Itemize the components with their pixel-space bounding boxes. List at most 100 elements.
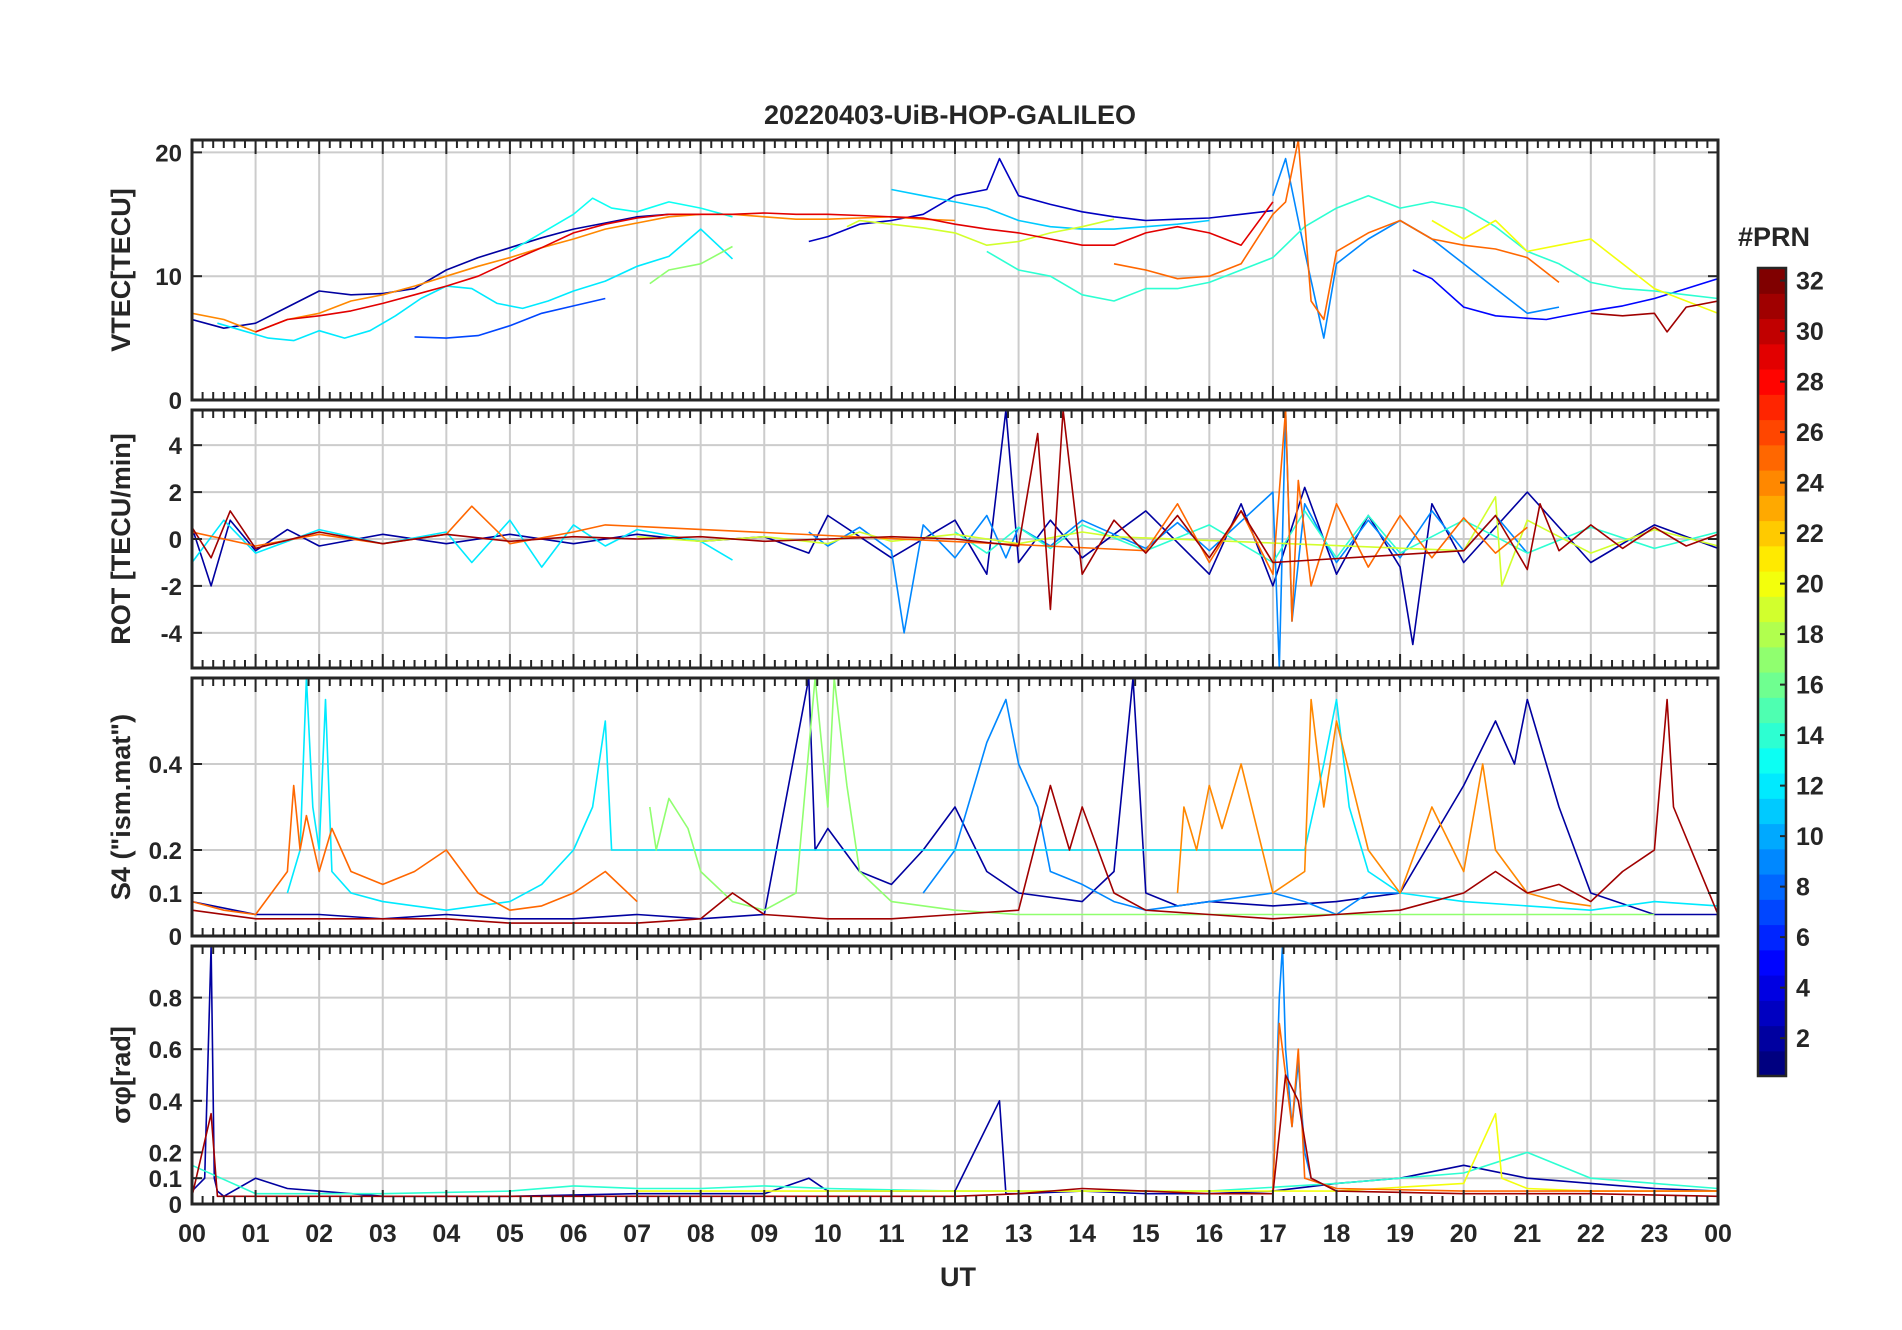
x-tick-label: 02 <box>305 1220 333 1248</box>
series-prn-12 <box>217 228 734 342</box>
y-tick-label: 0.6 <box>149 1037 182 1064</box>
series-prn-25 <box>192 784 638 916</box>
panel-2: -4 -2 0 2 4 ROT [TECU/min] <box>106 408 1720 670</box>
series-prn-14 <box>954 510 1718 564</box>
x-tick-label: 03 <box>369 1220 397 1248</box>
colorbar-segment <box>1758 697 1786 724</box>
series-prn-31 <box>192 410 1718 611</box>
colorbar-tick-label: 16 <box>1796 672 1824 700</box>
series-prn-13 <box>509 197 733 253</box>
x-tick-label: 10 <box>814 1220 842 1248</box>
y-tick-label: 0.2 <box>149 1140 182 1167</box>
panel-frame <box>190 676 1720 938</box>
x-tick-label: 19 <box>1386 1220 1414 1248</box>
colorbar-segment <box>1758 899 1786 926</box>
colorbar-segment <box>1758 1050 1786 1077</box>
colorbar-segment <box>1758 646 1786 673</box>
y-tick-label: 20 <box>155 140 182 167</box>
series-prn-20 <box>1431 219 1718 315</box>
colorbar-tick-label: 32 <box>1796 268 1824 296</box>
y-tick-label: 4 <box>169 433 183 460</box>
panel-4: 00.10.2 0.4 0.6 0.8 σφ[rad] <box>106 944 1720 1219</box>
series-prn-25 <box>1113 140 1560 321</box>
colorbar-segment <box>1758 949 1786 976</box>
colorbar-tick-label: 26 <box>1796 419 1824 447</box>
panel-frame <box>190 944 1720 1206</box>
y-tick-label: 0 <box>169 388 182 415</box>
series-group <box>192 140 1718 342</box>
colorbar-segment <box>1758 444 1786 471</box>
panel-frame <box>190 408 1720 670</box>
y-tick-label: 0.1 <box>149 1166 182 1193</box>
x-axis-label: UT <box>940 1262 976 1292</box>
series-prn-31 <box>1590 300 1718 333</box>
colorbar-segment <box>1758 394 1786 421</box>
colorbar-tick-label: 12 <box>1796 773 1824 801</box>
x-tick-label: 14 <box>1068 1220 1096 1248</box>
x-tick-label: 01 <box>242 1220 270 1248</box>
colorbar-tick-label: 4 <box>1796 975 1810 1003</box>
series-prn-2 <box>192 410 1718 646</box>
y-tick-label: 0.2 <box>149 838 182 865</box>
panel-frame <box>190 138 1720 402</box>
chart-title: 20220403-UiB-HOP-GALILEO <box>764 100 1136 130</box>
colorbar-segment <box>1758 293 1786 320</box>
panel-3: 0 0.1 0.2 0.4 S4 ("ism.mat") <box>106 676 1720 951</box>
x-tick-label: 21 <box>1513 1220 1541 1248</box>
y-tick-label: 0.8 <box>149 986 182 1013</box>
series-prn-7 <box>414 297 606 339</box>
y-tick-label: 0 <box>169 1192 182 1219</box>
x-tick-label: 11 <box>878 1220 905 1248</box>
series-prn-17 <box>649 245 733 285</box>
series-prn-19 <box>846 218 1115 246</box>
y-axis-label: σφ[rad] <box>106 1026 136 1124</box>
y-tick-label: 10 <box>155 264 182 291</box>
x-tick-label: 20 <box>1450 1220 1478 1248</box>
x-tick-label: 07 <box>623 1220 651 1248</box>
x-tick-label: 09 <box>750 1220 778 1248</box>
series-prn-2 <box>192 678 1718 920</box>
colorbar-segment <box>1758 798 1786 825</box>
series-prn-14 <box>986 194 1718 302</box>
y-tick-label: 0 <box>169 924 182 951</box>
colorbar-tick-label: 30 <box>1796 318 1824 346</box>
colorbar-segment <box>1758 495 1786 522</box>
y-axis-label: S4 ("ism.mat") <box>106 714 136 900</box>
series-prn-9 <box>808 410 1528 668</box>
series-prn-31 <box>192 698 1718 924</box>
panel-1: 0 10 20 VTEC[TECU] <box>106 138 1720 415</box>
colorbar-tick-label: 2 <box>1796 1025 1810 1053</box>
series-prn-12 <box>192 519 733 568</box>
series-prn-17 <box>649 678 1655 916</box>
series-prn-11 <box>891 188 1210 230</box>
x-tick-label: 00 <box>178 1220 206 1248</box>
x-tick-label: 18 <box>1323 1220 1351 1248</box>
y-tick-label: 0 <box>169 527 182 554</box>
x-tick-label: 12 <box>941 1220 969 1248</box>
y-tick-label: 0.1 <box>149 881 182 908</box>
colorbar-segment <box>1758 343 1786 370</box>
y-tick-label: -2 <box>161 574 182 601</box>
colorbar-segment <box>1758 1000 1786 1027</box>
colorbar-tick-label: 24 <box>1796 470 1824 498</box>
colorbar-tick-label: 14 <box>1796 722 1824 750</box>
series-prn-19 <box>637 496 1718 587</box>
colorbar-frame <box>1756 266 1788 1078</box>
y-tick-label: -4 <box>161 621 183 648</box>
x-tick-label: 17 <box>1259 1220 1287 1248</box>
series-prn-29 <box>255 201 1274 333</box>
x-tick-label: 13 <box>1005 1220 1033 1248</box>
x-tick-label: 16 <box>1195 1220 1223 1248</box>
x-tick-label: 15 <box>1132 1220 1160 1248</box>
y-axis-label: ROT [TECU/min] <box>106 433 136 644</box>
colorbar-tick-label: 8 <box>1796 874 1810 902</box>
y-tick-label: 0.4 <box>149 752 183 779</box>
colorbar-tick-label: 22 <box>1796 520 1824 548</box>
x-tick-label: 06 <box>560 1220 588 1248</box>
colorbar-tick-label: 18 <box>1796 621 1824 649</box>
colorbar-tick-label: 28 <box>1796 369 1824 397</box>
series-prn-12 <box>286 678 1718 911</box>
